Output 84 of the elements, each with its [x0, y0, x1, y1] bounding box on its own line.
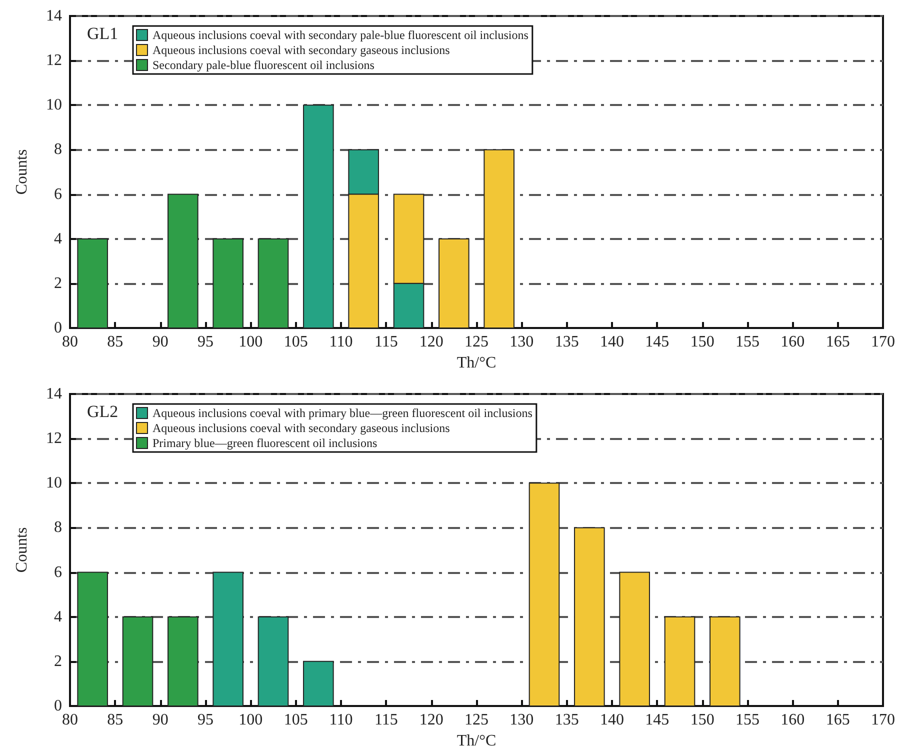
y-tick-label: 10	[46, 474, 62, 492]
x-tick-label: 160	[780, 334, 805, 350]
x-tick-label: 110	[329, 334, 353, 350]
y-axis-title: Counts	[14, 149, 30, 195]
bar	[212, 572, 244, 706]
x-tick-label: 135	[554, 334, 579, 350]
bar	[258, 238, 289, 328]
x-tick-label: 135	[554, 712, 579, 728]
bar	[168, 194, 198, 328]
bar	[168, 616, 198, 706]
y-tick-label: 2	[54, 652, 62, 670]
x-tick-label: 170	[871, 334, 895, 350]
y-tick-label: 14	[46, 386, 62, 402]
y-tick-label: 8	[54, 519, 62, 536]
bar	[122, 616, 154, 706]
x-axis-title: Th/°C	[456, 732, 496, 750]
y-axis-title: Counts	[14, 527, 30, 573]
x-tick-label: 100	[238, 712, 263, 728]
x-tick-label: 110	[329, 712, 353, 728]
bar	[303, 104, 334, 328]
bar	[438, 238, 470, 328]
x-tick-label: 120	[419, 334, 444, 350]
x-tick-label: 80	[62, 712, 78, 728]
x-tick-label: 85	[107, 334, 124, 350]
x-tick-label: 165	[826, 712, 850, 728]
text: GL2	[87, 402, 118, 421]
bar	[484, 149, 514, 328]
text: GL1	[87, 24, 118, 43]
x-tick-label: 170	[871, 712, 895, 728]
x-tick-label: 125	[464, 334, 488, 350]
y-tick-label: 10	[46, 96, 62, 114]
legend-label: Primary blue—green fluorescent oil inclusions	[152, 436, 378, 450]
x-tick-label: 95	[198, 712, 214, 728]
y-tick-label: 0	[54, 698, 62, 714]
bar	[710, 616, 740, 706]
x-tick-label: 160	[780, 712, 805, 728]
x-tick-label: 125	[464, 712, 488, 728]
x-tick-label: 80	[62, 334, 78, 350]
x-tick-label: 130	[510, 334, 534, 350]
x-tick-label: 140	[600, 712, 624, 728]
x-tick-label: 165	[826, 334, 850, 350]
bar	[574, 527, 605, 706]
legend-label: Aqueous inclusions coeval with secondary gaseous inclusions	[152, 43, 450, 57]
x-tick-label: 105	[284, 712, 308, 728]
x-tick-label: 150	[690, 712, 714, 728]
legend-label: Secondary pale-blue fluorescent oil inclusions	[152, 58, 375, 72]
bar	[77, 238, 108, 328]
y-tick-label: 6	[54, 564, 62, 581]
x-tick-label: 145	[645, 712, 670, 728]
bar	[619, 572, 650, 706]
bar	[212, 238, 244, 328]
x-tick-label: 155	[736, 712, 760, 728]
x-tick-label: 95	[198, 334, 214, 350]
y-tick-label: 12	[46, 52, 62, 70]
y-tick-label: 4	[54, 608, 62, 626]
x-tick-label: 150	[690, 334, 714, 350]
x-tick-label: 100	[238, 334, 263, 350]
bar	[258, 616, 289, 706]
x-tick-label: 115	[374, 712, 398, 728]
x-tick-label: 145	[645, 334, 670, 350]
bar	[664, 616, 696, 706]
bar	[528, 482, 560, 706]
legend-label: Aqueous inclusions coeval with secondary pale-blue fluorescent oil inclusions	[152, 28, 529, 42]
x-tick-label: 120	[419, 712, 444, 728]
y-tick-label: 4	[54, 230, 62, 248]
y-tick-label: 2	[54, 274, 62, 292]
y-tick-label: 6	[54, 186, 62, 203]
y-tick-label: 14	[46, 8, 62, 24]
x-tick-label: 115	[374, 334, 398, 350]
x-tick-label: 90	[152, 334, 168, 350]
y-tick-label: 12	[46, 430, 62, 448]
legend-label: Aqueous inclusions coeval with secondary gaseous inclusions	[152, 421, 450, 435]
y-tick-label: 8	[54, 141, 62, 158]
x-axis-title: Th/°C	[456, 354, 496, 372]
x-tick-label: 140	[600, 334, 624, 350]
x-tick-label: 85	[107, 712, 124, 728]
legend-label: Aqueous inclusions coeval with primary blue—green fluorescent oil inclusions	[152, 406, 533, 420]
x-tick-label: 130	[510, 712, 534, 728]
x-tick-label: 155	[736, 334, 760, 350]
bar	[77, 572, 108, 706]
x-tick-label: 90	[152, 712, 168, 728]
x-tick-label: 105	[284, 334, 308, 350]
y-tick-label: 0	[54, 320, 62, 336]
bar	[303, 660, 334, 706]
